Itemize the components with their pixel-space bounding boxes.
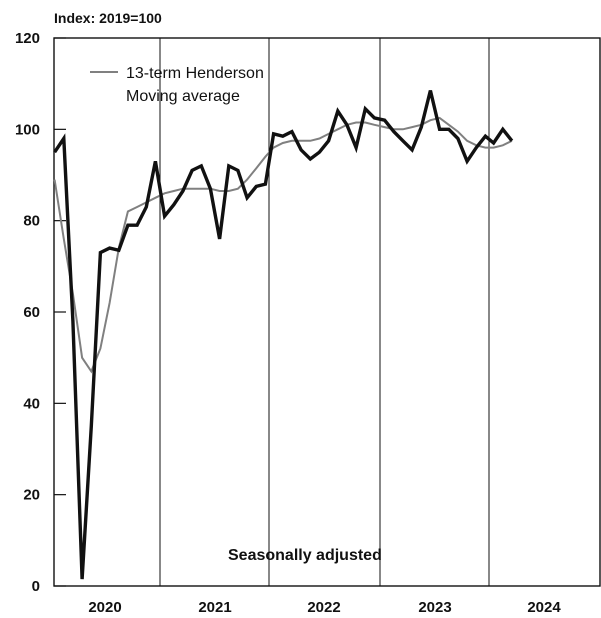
x-tick-label: 2023 [418,599,451,616]
x-tick-label: 2021 [198,599,231,616]
seasonally-adjusted-note: Seasonally adjusted [228,547,382,564]
y-tick-label: 60 [23,304,40,321]
series-group [53,90,514,580]
x-tick-label: 2022 [307,599,340,616]
legend-label-line2: Moving average [126,88,240,105]
y-tick-label: 0 [32,578,40,595]
x-tick-label: 2024 [527,599,561,616]
legend-label-line1: 13-term Henderson [126,65,264,82]
x-axis-ticks: 2020 2021 2022 2023 2024 [88,599,561,616]
henderson-moving-average-line [53,116,513,374]
y-unit-label: Index: 2019=100 [54,10,162,26]
y-tick-label: 20 [23,487,40,504]
y-tick-label: 80 [23,213,40,230]
year-divider-lines [159,38,490,586]
plot-frame [53,37,601,587]
y-tick-label: 120 [15,30,40,47]
legend: 13-term Henderson Moving average [90,65,264,105]
index-series-line [53,90,514,580]
y-tick-label: 40 [23,395,40,412]
y-tick-label: 100 [15,121,40,138]
y-axis-ticks: 0 20 40 60 80 100 120 [15,30,66,595]
x-tick-label: 2020 [88,599,121,616]
